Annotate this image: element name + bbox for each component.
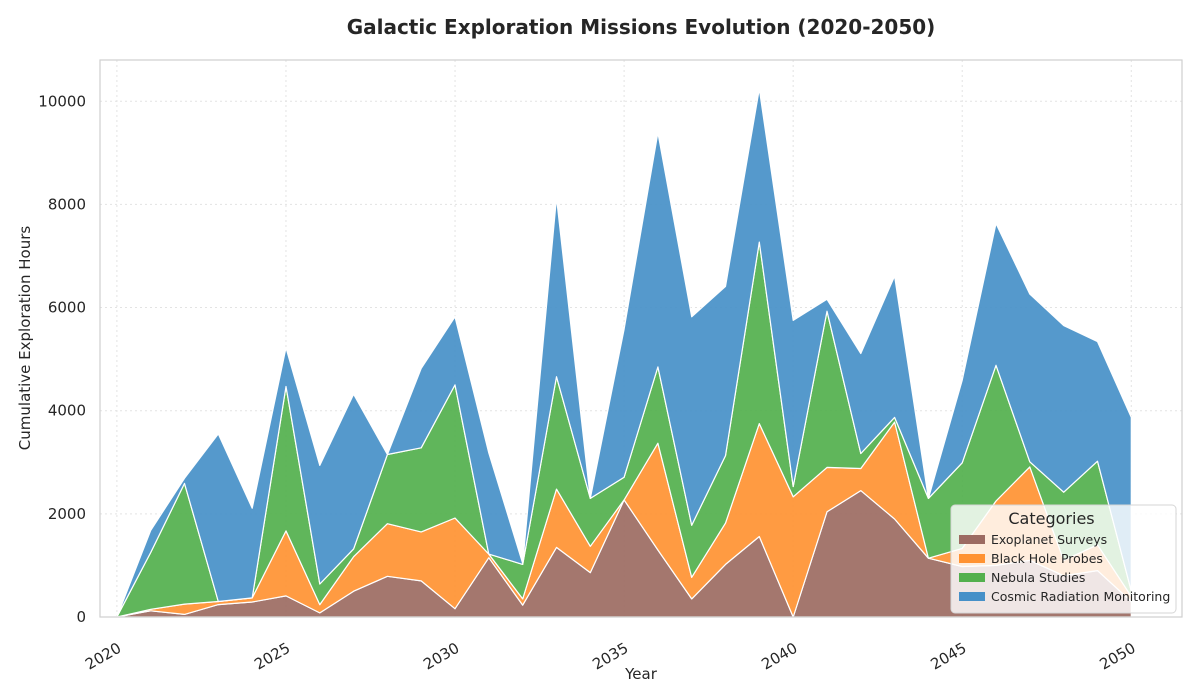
- x-tick-label-1: 2025: [251, 639, 293, 674]
- x-tick-label-6: 2050: [1097, 639, 1139, 674]
- y-tick-label-4: 8000: [48, 195, 86, 213]
- series-areas: [116, 88, 1132, 618]
- x-axis: 2020 2025 2030 2035 2040 2045 2050: [82, 639, 1138, 674]
- legend-swatch-0: [959, 535, 985, 544]
- legend-box: [950, 504, 1177, 614]
- y-tick-label-1: 2000: [48, 505, 86, 523]
- y-tick-label-0: 0: [76, 608, 86, 626]
- y-axis: 0 2000 4000 6000 8000 10000: [38, 92, 86, 626]
- x-axis-label: Year: [624, 665, 658, 683]
- y-tick-label-2: 4000: [48, 402, 86, 420]
- legend-swatch-1: [959, 554, 985, 563]
- y-axis-label: Cumulative Exploration Hours: [16, 226, 34, 451]
- legend-title: Categories: [1008, 509, 1094, 528]
- legend-label-1: Black Hole Probes: [991, 551, 1103, 566]
- x-tick-label-4: 2040: [758, 639, 800, 674]
- plot-frame: [99, 59, 1183, 618]
- legend-label-3: Cosmic Radiation Monitoring: [991, 589, 1170, 604]
- x-tick-label-2: 2030: [420, 639, 462, 674]
- area-series-3: [116, 88, 1132, 618]
- legend-swatch-3: [959, 592, 985, 601]
- legend-label-0: Exoplanet Surveys: [991, 532, 1107, 547]
- y-tick-label-3: 6000: [48, 299, 86, 317]
- legend-swatch-2: [959, 573, 985, 582]
- legend: Categories Exoplanet Surveys Black Hole Pr…: [950, 504, 1177, 614]
- legend-label-2: Nebula Studies: [991, 570, 1085, 585]
- chart-title: Galactic Exploration Missions Evolution …: [347, 15, 936, 39]
- x-tick-label-0: 2020: [82, 639, 124, 674]
- y-tick-label-5: 10000: [38, 92, 86, 110]
- x-tick-label-5: 2045: [927, 639, 969, 674]
